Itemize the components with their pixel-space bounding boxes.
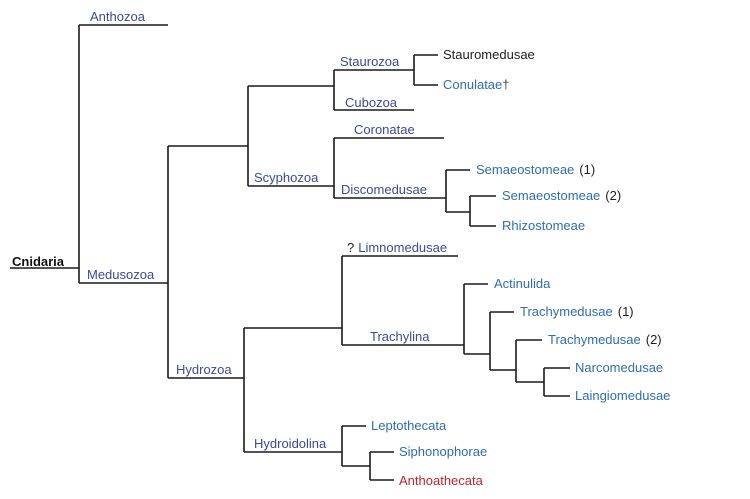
semaeostomeae-1-label: Semaeostomeae xyxy=(476,162,574,177)
node-laingiomedusae: Laingiomedusae xyxy=(575,388,670,403)
node-scyphozoa[interactable]: Scyphozoa xyxy=(254,170,319,185)
node-rhizostomeae: Rhizostomeae xyxy=(502,218,585,233)
node-trachylina[interactable]: Trachylina xyxy=(370,329,430,344)
trachymedusae-2-label: Trachymedusae xyxy=(548,332,641,347)
node-hydrozoa[interactable]: Hydrozoa xyxy=(176,362,232,377)
trachymedusae-1-label: Trachymedusae xyxy=(520,304,613,319)
node-narcomedusae: Narcomedusae xyxy=(575,360,663,375)
node-semaeostomeae-1: Semaeostomeae (1) xyxy=(476,162,595,177)
node-siphonophorae: Siphonophorae xyxy=(399,444,487,459)
limnomedusae-uncertain-mark: ? xyxy=(347,240,354,255)
node-trachymedusae-2: Trachymedusae (2) xyxy=(548,332,662,347)
node-limnomedusae[interactable]: ? Limnomedusae xyxy=(347,240,447,255)
node-coronatae[interactable]: Coronatae xyxy=(354,122,415,137)
root-label-cnidaria: Cnidaria xyxy=(12,254,65,269)
node-medusozoa[interactable]: Medusozoa xyxy=(87,267,155,282)
semaeostomeae-1-tag: (1) xyxy=(579,162,595,177)
extinct-dagger: † xyxy=(502,77,509,92)
semaeostomeae-2-label: Semaeostomeae xyxy=(502,188,600,203)
node-stauromedusae: Stauromedusae xyxy=(443,47,535,62)
conulatae-label: Conulatae xyxy=(443,77,502,92)
node-cubozoa[interactable]: Cubozoa xyxy=(345,95,398,110)
trachymedusae-2-tag: (2) xyxy=(646,332,662,347)
node-trachymedusae-1: Trachymedusae (1) xyxy=(520,304,634,319)
node-staurozoa[interactable]: Staurozoa xyxy=(340,54,400,69)
node-hydroidolina[interactable]: Hydroidolina xyxy=(254,436,327,451)
trachymedusae-1-tag: (1) xyxy=(618,304,634,319)
node-anthozoa[interactable]: Anthozoa xyxy=(90,9,146,24)
semaeostomeae-2-tag: (2) xyxy=(605,188,621,203)
node-conulatae: Conulatae† xyxy=(443,77,510,92)
node-anthoathecata[interactable]: Anthoathecata xyxy=(399,473,484,488)
node-leptothecata: Leptothecata xyxy=(371,418,447,433)
node-actinulida: Actinulida xyxy=(494,276,551,291)
limnomedusae-label: Limnomedusae xyxy=(358,240,447,255)
node-discomedusae[interactable]: Discomedusae xyxy=(341,182,427,197)
node-semaeostomeae-2: Semaeostomeae (2) xyxy=(502,188,621,203)
